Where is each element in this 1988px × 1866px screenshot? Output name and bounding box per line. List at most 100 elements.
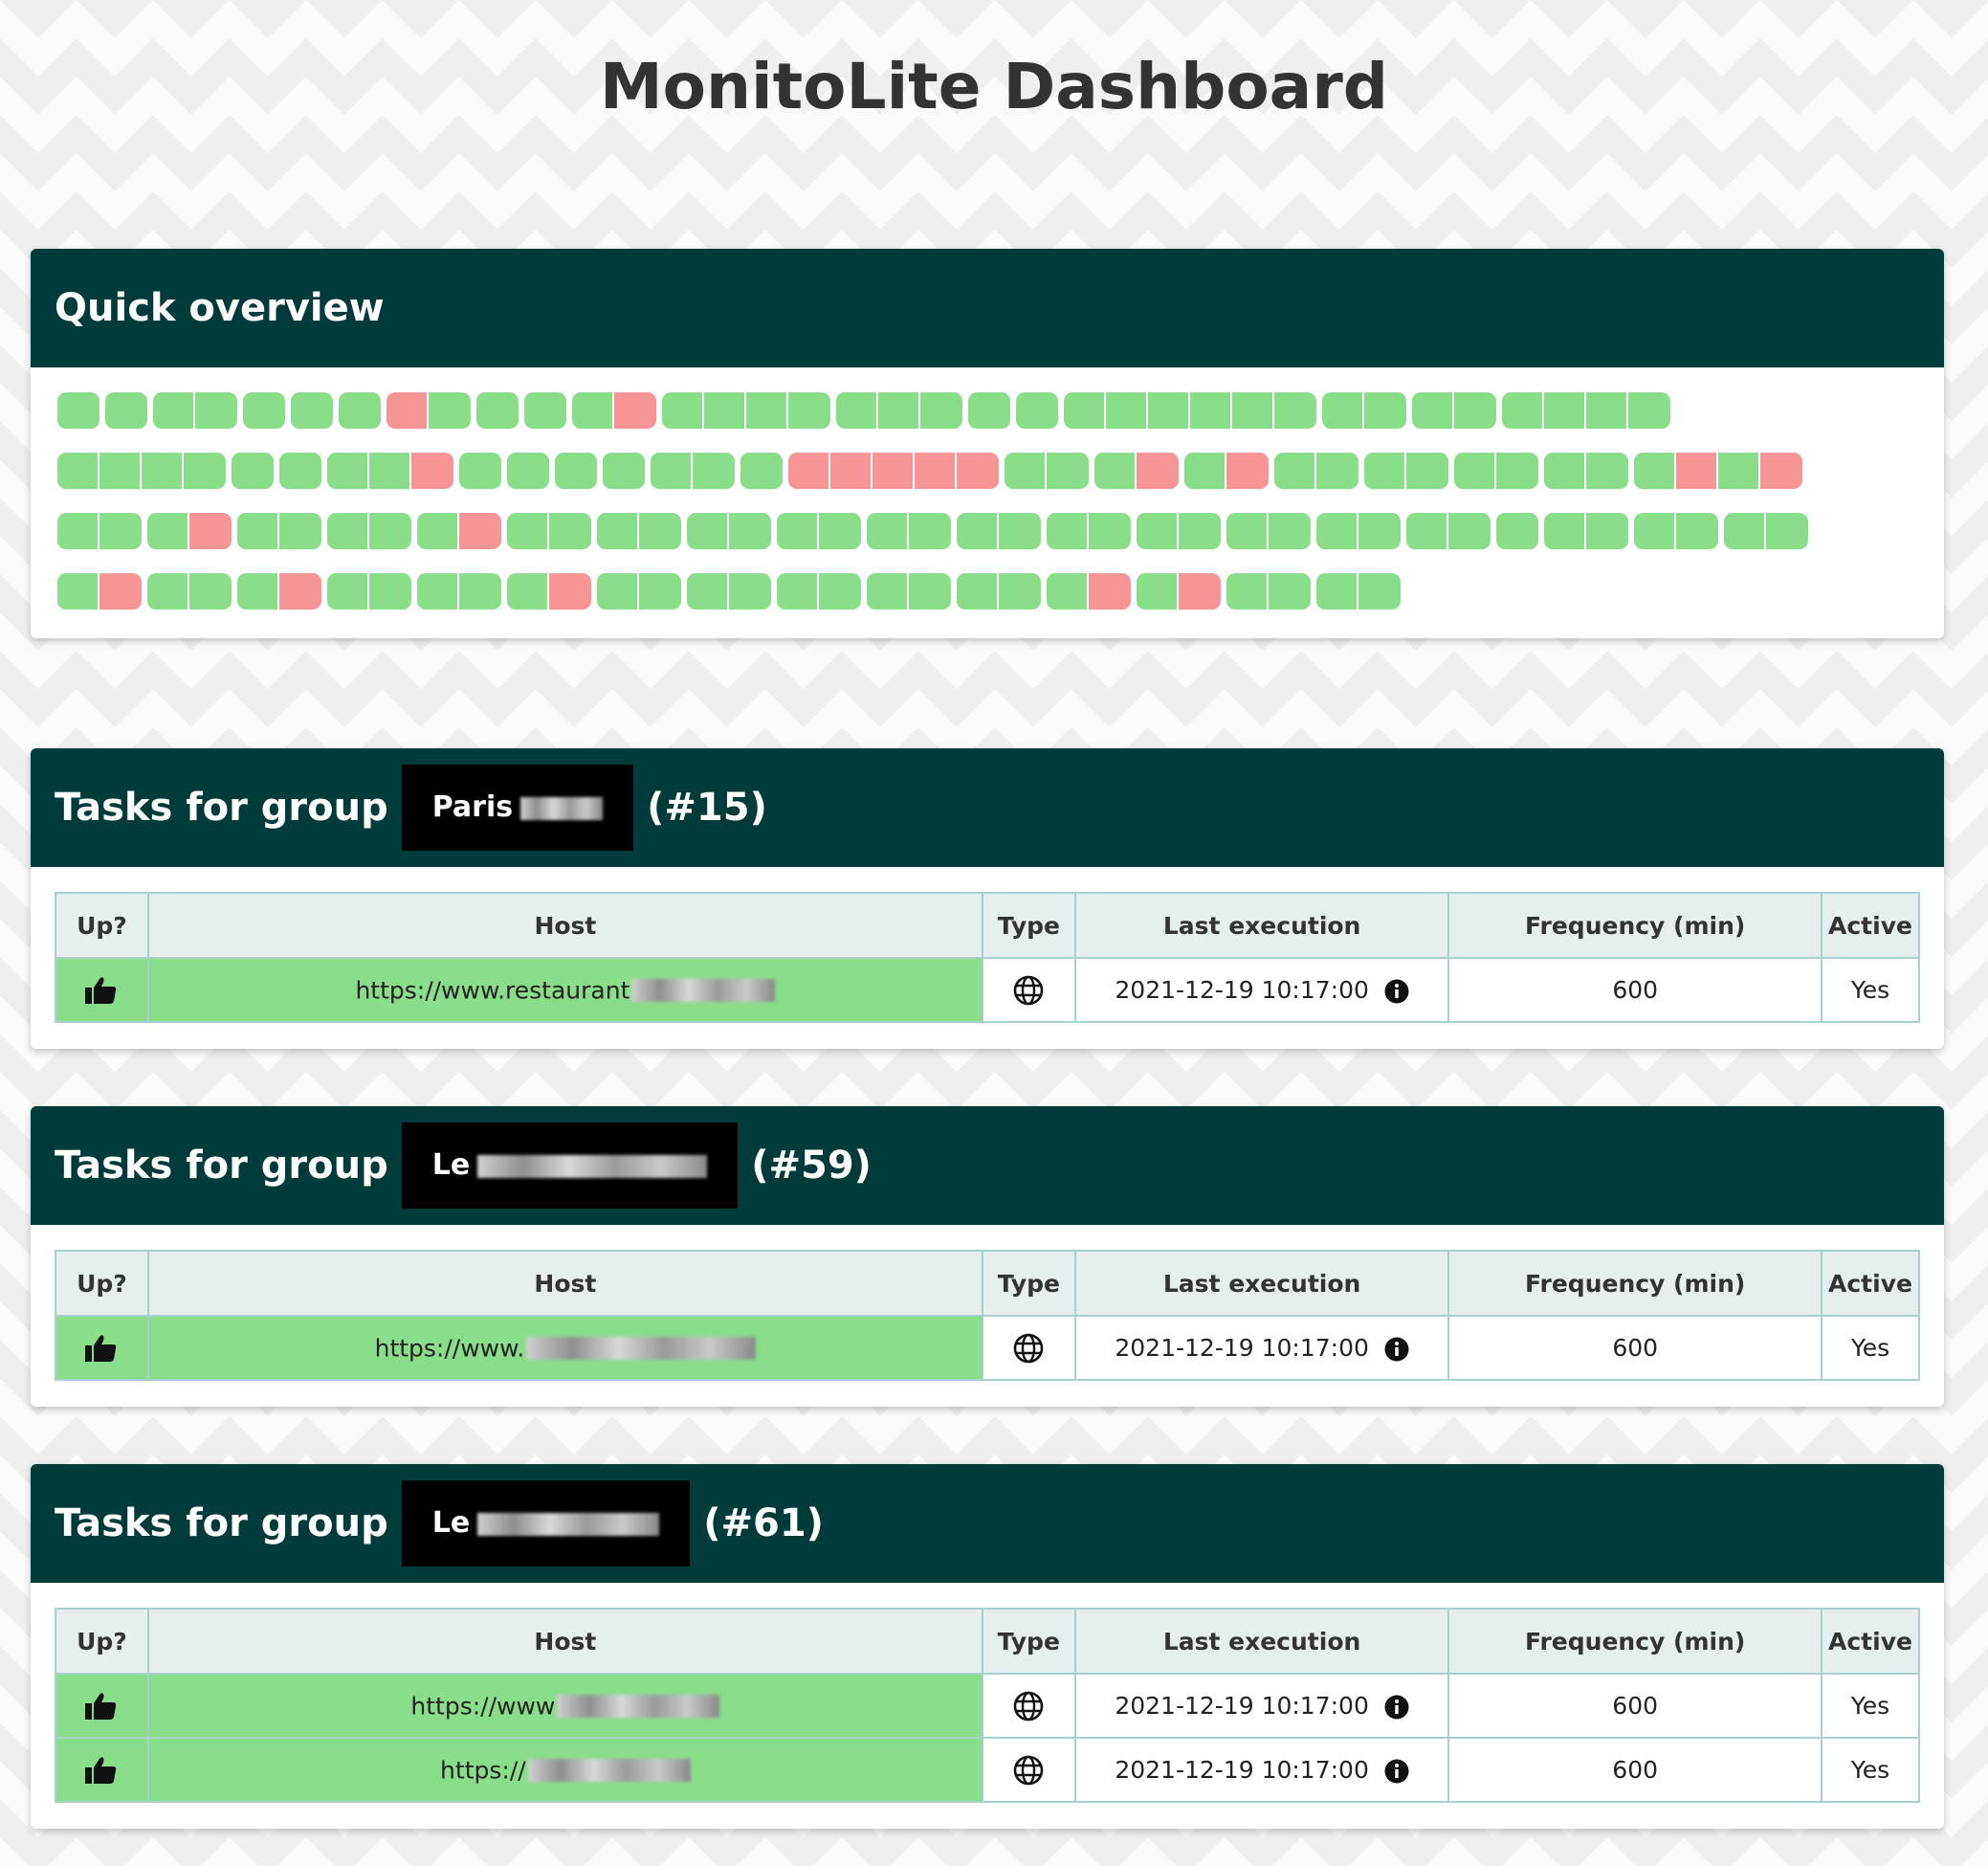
overview-group[interactable] [524, 392, 566, 429]
overview-group[interactable] [459, 453, 501, 489]
overview-group[interactable] [237, 513, 321, 549]
overview-group[interactable] [1226, 513, 1311, 549]
status-cell-up[interactable] [1064, 392, 1106, 429]
status-cell-up[interactable] [1364, 392, 1406, 429]
status-cell-up[interactable] [1190, 392, 1232, 429]
overview-group[interactable] [1496, 513, 1538, 549]
status-cell-up[interactable] [1322, 392, 1364, 429]
overview-group[interactable] [153, 392, 237, 429]
status-cell-up[interactable] [572, 392, 614, 429]
overview-group[interactable] [279, 453, 321, 489]
status-cell-up[interactable] [429, 392, 471, 429]
status-cell-up[interactable] [1274, 453, 1316, 489]
status-cell-up[interactable] [1137, 573, 1179, 610]
host-link[interactable]: https://www.restaurant [355, 976, 630, 1005]
overview-group[interactable] [147, 573, 232, 610]
status-cell-up[interactable] [1628, 392, 1670, 429]
overview-group[interactable] [476, 392, 519, 429]
overview-group[interactable] [597, 573, 681, 610]
overview-group[interactable] [387, 392, 471, 429]
status-cell-up[interactable] [57, 573, 99, 610]
status-cell-up[interactable] [603, 453, 645, 489]
status-cell-up[interactable] [1586, 513, 1628, 549]
status-cell-up[interactable] [777, 573, 819, 610]
status-cell-down[interactable] [788, 453, 830, 489]
overview-group[interactable] [507, 513, 591, 549]
host-link[interactable]: https:// [440, 1756, 526, 1785]
status-cell-up[interactable] [147, 573, 189, 610]
overview-group[interactable] [1226, 573, 1311, 610]
status-cell-up[interactable] [1676, 513, 1718, 549]
status-cell-up[interactable] [968, 392, 1010, 429]
status-cell-up[interactable] [1586, 453, 1628, 489]
status-cell-up[interactable] [1005, 453, 1047, 489]
status-cell-up[interactable] [1016, 392, 1058, 429]
status-cell-up[interactable] [1766, 513, 1808, 549]
status-cell-up[interactable] [1269, 573, 1311, 610]
status-cell-up[interactable] [704, 392, 746, 429]
info-icon[interactable] [1384, 979, 1409, 1004]
overview-group[interactable] [57, 573, 142, 610]
overview-group[interactable] [1544, 513, 1628, 549]
status-cell-up[interactable] [184, 453, 226, 489]
status-cell-up[interactable] [99, 453, 142, 489]
status-cell-down[interactable] [279, 573, 321, 610]
status-cell-up[interactable] [746, 392, 788, 429]
status-cell-up[interactable] [417, 573, 459, 610]
status-cell-up[interactable] [999, 513, 1041, 549]
status-cell-up[interactable] [777, 513, 819, 549]
status-cell-up[interactable] [1137, 513, 1179, 549]
status-cell-up[interactable] [1634, 513, 1676, 549]
status-cell-down[interactable] [915, 453, 957, 489]
host-link[interactable]: https://www. [374, 1334, 525, 1363]
status-cell-up[interactable] [1544, 453, 1586, 489]
status-cell-up[interactable] [909, 513, 951, 549]
overview-group[interactable] [1137, 573, 1221, 610]
overview-group[interactable] [1322, 392, 1406, 429]
overview-group[interactable] [147, 513, 232, 549]
overview-group[interactable] [327, 513, 411, 549]
status-cell-down[interactable] [957, 453, 999, 489]
status-cell-up[interactable] [1496, 453, 1538, 489]
overview-group[interactable] [1094, 453, 1179, 489]
status-cell-up[interactable] [1358, 573, 1401, 610]
overview-group[interactable] [57, 453, 226, 489]
overview-group[interactable] [957, 513, 1041, 549]
status-cell-up[interactable] [1502, 392, 1544, 429]
overview-group[interactable] [1184, 453, 1269, 489]
status-cell-down[interactable] [830, 453, 873, 489]
overview-group[interactable] [662, 392, 830, 429]
status-cell-up[interactable] [1094, 453, 1137, 489]
status-cell-down[interactable] [1089, 573, 1131, 610]
status-cell-up[interactable] [729, 513, 771, 549]
status-cell-up[interactable] [1586, 392, 1628, 429]
status-cell-up[interactable] [1406, 513, 1448, 549]
status-cell-up[interactable] [1316, 513, 1358, 549]
overview-group[interactable] [1502, 392, 1670, 429]
status-cell-up[interactable] [57, 513, 99, 549]
status-cell-up[interactable] [957, 513, 999, 549]
status-cell-up[interactable] [1047, 513, 1089, 549]
status-cell-up[interactable] [1634, 453, 1676, 489]
overview-group[interactable] [1047, 573, 1131, 610]
status-cell-up[interactable] [788, 392, 830, 429]
status-cell-up[interactable] [999, 573, 1041, 610]
overview-group[interactable] [777, 513, 861, 549]
overview-group[interactable] [777, 573, 861, 610]
overview-group[interactable] [968, 392, 1010, 429]
overview-group[interactable] [327, 453, 453, 489]
status-cell-up[interactable] [555, 453, 597, 489]
overview-group[interactable] [1274, 453, 1358, 489]
overview-group[interactable] [1634, 513, 1718, 549]
status-cell-up[interactable] [639, 513, 681, 549]
overview-group[interactable] [836, 392, 962, 429]
overview-group[interactable] [243, 392, 285, 429]
status-cell-up[interactable] [687, 513, 729, 549]
status-cell-up[interactable] [153, 392, 195, 429]
status-cell-down[interactable] [411, 453, 453, 489]
status-cell-down[interactable] [387, 392, 429, 429]
status-cell-up[interactable] [369, 513, 411, 549]
status-cell-down[interactable] [1676, 453, 1718, 489]
overview-group[interactable] [1016, 392, 1058, 429]
overview-group[interactable] [1634, 453, 1802, 489]
